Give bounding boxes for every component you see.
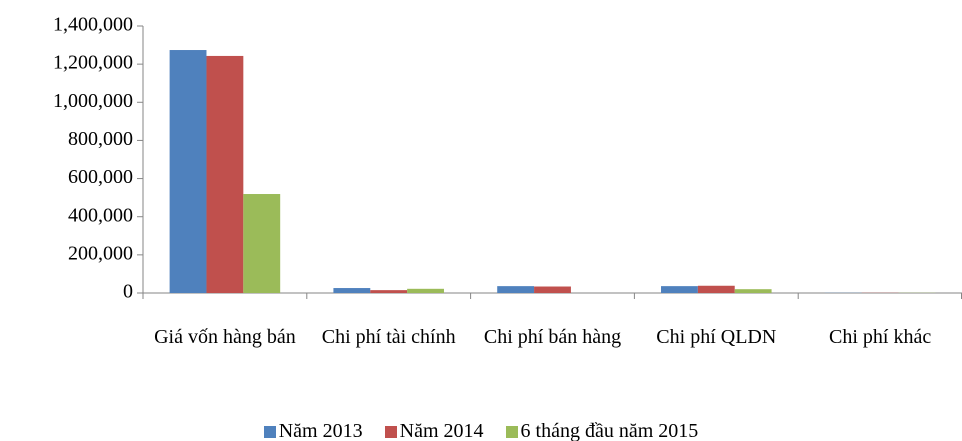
bar xyxy=(697,285,735,293)
legend-label: Năm 2013 xyxy=(278,420,363,441)
x-tick-label: Chi phí khác xyxy=(828,326,932,348)
legend-item: 6 tháng đầu năm 2015 xyxy=(505,420,699,441)
legend-item: Năm 2014 xyxy=(384,420,484,441)
y-tick-label: 1,000,000 xyxy=(53,90,133,112)
bar xyxy=(169,50,207,293)
bar xyxy=(734,289,772,293)
y-tick-label: 0 xyxy=(123,281,133,303)
bar xyxy=(206,55,244,294)
bar xyxy=(661,286,698,293)
y-tick-label: 1,200,000 xyxy=(53,52,133,74)
bar xyxy=(243,194,281,293)
x-tick-label: Chi phí bán hàng xyxy=(483,326,622,348)
legend-swatch xyxy=(384,425,397,438)
legend-swatch xyxy=(505,425,518,438)
y-tick-label: 600,000 xyxy=(68,166,133,188)
legend-swatch xyxy=(263,425,276,438)
legend: Năm 2013 Năm 2014 6 tháng đầu năm 2015 xyxy=(0,420,962,441)
y-tick-label: 400,000 xyxy=(68,204,133,226)
y-tick-label: 800,000 xyxy=(68,128,133,150)
x-tick-label: Chi phí QLDN xyxy=(656,326,777,348)
legend-label: Năm 2014 xyxy=(399,420,484,441)
x-tick-label: Giá vốn hàng bán xyxy=(154,326,296,348)
bar xyxy=(497,286,535,293)
y-tick-label: 1,400,000 xyxy=(53,14,133,36)
bar xyxy=(407,288,444,293)
legend-item: Năm 2013 xyxy=(263,420,363,441)
x-tick-label: Chi phí tài chính xyxy=(321,326,456,348)
bar xyxy=(370,290,408,293)
y-tick-label: 200,000 xyxy=(68,242,133,264)
bar xyxy=(534,286,571,293)
bar xyxy=(333,288,371,293)
legend-label: 6 tháng đầu năm 2015 xyxy=(520,420,699,441)
